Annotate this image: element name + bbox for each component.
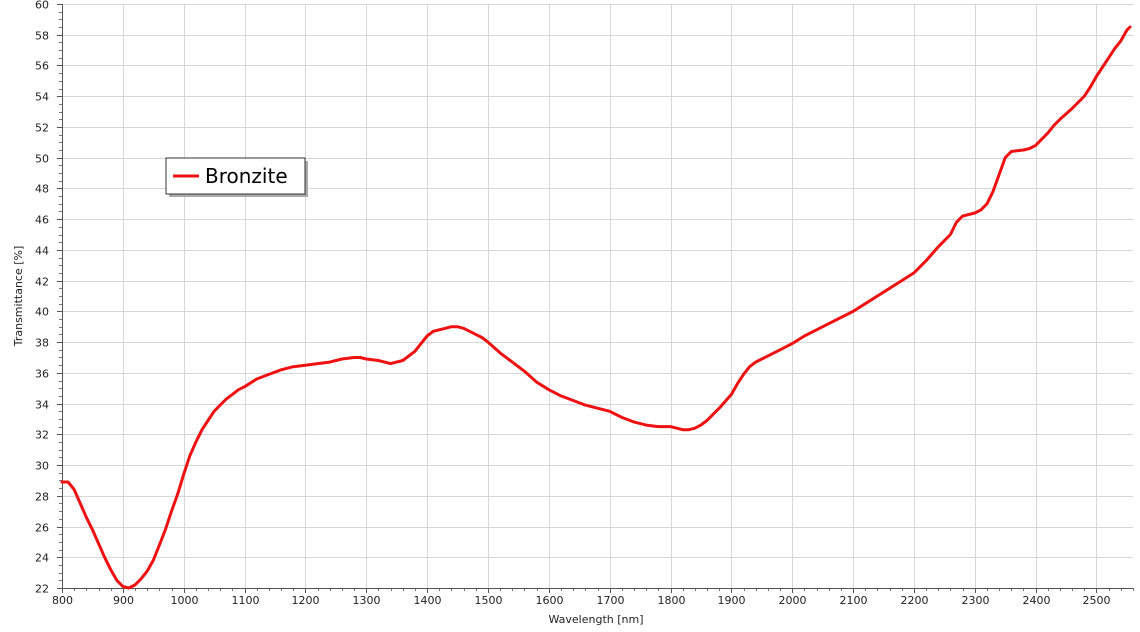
grid xyxy=(62,4,1133,589)
series-line-bronzite xyxy=(60,25,1132,590)
x-tick-label: 1300 xyxy=(353,594,381,607)
y-tick-label: 28 xyxy=(35,491,49,504)
x-tick-label: 2100 xyxy=(840,594,868,607)
x-tick-label: 2200 xyxy=(901,594,929,607)
y-tick-label: 22 xyxy=(35,583,49,596)
y-tick-label: 50 xyxy=(35,153,49,166)
y-tick-label: 32 xyxy=(35,429,49,442)
x-tick-label: 900 xyxy=(113,594,134,607)
y-tick-label: 42 xyxy=(35,276,49,289)
y-tick-label: 58 xyxy=(35,30,49,43)
axes xyxy=(57,4,1134,593)
y-tick-label: 38 xyxy=(35,337,49,350)
y-axis-label: Transmittance [%] xyxy=(12,246,25,348)
x-tick-label: 2400 xyxy=(1023,594,1051,607)
x-tick-label: 2000 xyxy=(779,594,807,607)
y-tick-label: 44 xyxy=(35,245,49,258)
x-tick-label: 1800 xyxy=(658,594,686,607)
x-axis-label: Wavelength [nm] xyxy=(548,613,643,626)
x-tick-label: 2300 xyxy=(962,594,990,607)
x-tick-label: 2500 xyxy=(1083,594,1111,607)
x-tick-label: 1100 xyxy=(232,594,260,607)
y-tick-label: 24 xyxy=(35,552,49,565)
y-tick-labels: 22 24 26 28 30 32 34 36 38 40 42 44 46 48 50 52 54 56 58 60 xyxy=(35,0,49,596)
x-tick-label: 1700 xyxy=(597,594,625,607)
y-tick-label: 56 xyxy=(35,60,49,73)
y-tick-label: 60 xyxy=(35,0,49,12)
y-tick-label: 52 xyxy=(35,122,49,135)
x-tick-label: 1900 xyxy=(718,594,746,607)
y-tick-label: 30 xyxy=(35,460,49,473)
series xyxy=(60,25,1132,590)
y-tick-label: 34 xyxy=(35,399,49,412)
legend-label: Bronzite xyxy=(205,164,288,188)
y-tick-label: 48 xyxy=(35,183,49,196)
x-tick-label: 800 xyxy=(52,594,73,607)
x-tick-label: 1600 xyxy=(536,594,564,607)
x-tick-label: 1000 xyxy=(171,594,199,607)
y-tick-label: 26 xyxy=(35,522,49,535)
legend: Bronzite xyxy=(165,157,308,197)
y-tick-label: 46 xyxy=(35,214,49,227)
y-tick-label: 40 xyxy=(35,306,49,319)
x-tick-label: 1200 xyxy=(292,594,320,607)
y-tick-label: 54 xyxy=(35,91,49,104)
y-tick-label: 36 xyxy=(35,368,49,381)
x-tick-label: 1500 xyxy=(475,594,503,607)
x-tick-label: 1400 xyxy=(414,594,442,607)
x-tick-labels: 800 900 1000 1100 1200 1300 1400 1500 1600 1700 18… xyxy=(52,594,1111,607)
